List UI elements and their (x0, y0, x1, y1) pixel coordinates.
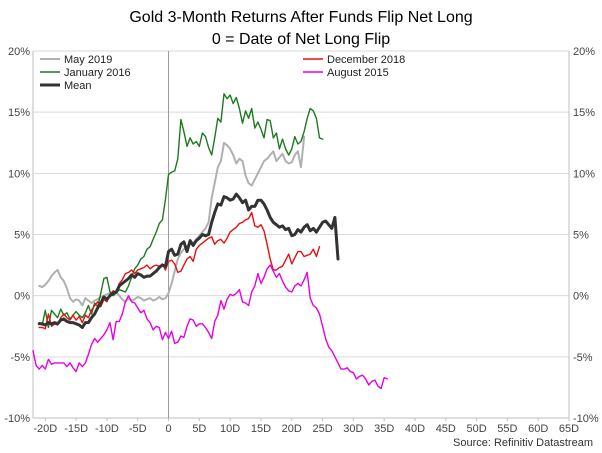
x-tick-label: 5D (192, 423, 206, 435)
x-tick-label: 30D (343, 423, 363, 435)
x-tick-label: 0 (165, 423, 171, 435)
x-tick-label: 60D (528, 423, 548, 435)
x-tick-label: 40D (405, 423, 425, 435)
series-line-december-2018 (38, 211, 321, 330)
series-line-mean (37, 192, 340, 329)
y-tick-label-left: -5% (10, 352, 30, 364)
legend-label: January 2016 (64, 67, 131, 79)
y-tick-label-right: 5% (573, 230, 589, 242)
chart-title: Gold 3-Month Returns After Funds Flip Ne… (129, 9, 472, 26)
gridlines (33, 50, 569, 419)
series-line-may-2019 (38, 135, 306, 307)
x-tick-label: 55D (497, 423, 517, 435)
y-tick-label-left: -10% (4, 413, 30, 425)
y-tick-label-right: 10% (573, 168, 595, 180)
x-tick-label: -5D (129, 423, 147, 435)
x-tick-label: 20D (282, 423, 302, 435)
y-tick-label-right: 15% (573, 107, 595, 119)
y-tick-label-right: 20% (573, 46, 595, 58)
chart-subtitle: 0 = Date of Net Long Flip (212, 31, 390, 48)
series-line-january-2016 (38, 93, 324, 329)
x-tick-label: 65D (559, 423, 579, 435)
x-tick-label: 25D (312, 423, 332, 435)
x-tick-label: -20D (33, 423, 57, 435)
y-tick-label-left: 0% (14, 291, 30, 303)
y-tick-label-right: 0% (573, 291, 589, 303)
series-line-august-2015 (32, 264, 388, 390)
legend-label: Mean (64, 80, 92, 92)
y-tick-label-left: 20% (8, 46, 30, 58)
x-tick-label: -15D (64, 423, 88, 435)
y-tick-label-left: 5% (14, 230, 30, 242)
x-tick-label: 50D (466, 423, 486, 435)
x-tick-label: 10D (220, 423, 240, 435)
source-note: Source: Refinitiv Datastream (453, 437, 593, 449)
x-tick-label: 45D (436, 423, 456, 435)
y-tick-label-right: -5% (573, 352, 593, 364)
x-tick-label: -10D (95, 423, 119, 435)
legend-label: December 2018 (327, 54, 405, 66)
axes: -10% -10% -5% -5% 0% 0% 5% 5% 10% 10% 15% 15% 20% 20%… (4, 46, 599, 435)
legend-label: May 2019 (64, 54, 112, 66)
y-tick-label-right: -10% (573, 413, 599, 425)
series-lines (32, 93, 388, 390)
x-tick-label: 15D (251, 423, 271, 435)
legend-label: August 2015 (327, 67, 389, 79)
x-tick-label: 35D (374, 423, 394, 435)
y-tick-label-left: 15% (8, 107, 30, 119)
y-tick-label-left: 10% (8, 168, 30, 180)
